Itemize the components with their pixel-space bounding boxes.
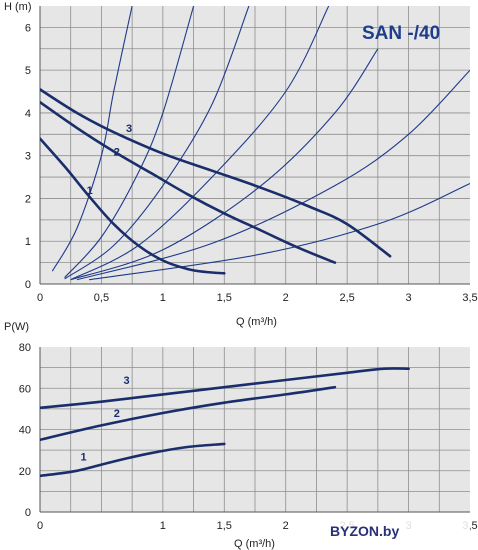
power-series-3-label: 3 (124, 375, 130, 387)
head-x-tick-label: 1,5 (217, 292, 232, 304)
power-y-axis-label: P(W) (4, 321, 29, 333)
power-series-3-line (40, 367, 410, 410)
head-system-curve (64, 6, 250, 280)
power-x-tick-label: 1,5 (217, 520, 232, 532)
head-x-tick-label: 1 (160, 292, 166, 304)
head-y-tick-label: 0 (25, 279, 31, 291)
power-y-tick-label: 60 (19, 383, 31, 395)
power-y-tick-label: 80 (19, 342, 31, 354)
power-chart: 123 011,522,533,5020406080 P(W) Q (m³/h) (4, 321, 478, 550)
watermark-background (320, 519, 470, 543)
head-series-1-line (40, 137, 226, 275)
head-y-tick-label: 6 (25, 22, 31, 34)
head-x-tick-label: 0,5 (94, 292, 109, 304)
power-series-2-label: 2 (114, 408, 120, 420)
head-y-tick-label: 4 (25, 108, 31, 120)
power-x-tick-label: 0 (37, 520, 43, 532)
head-series-2-line (40, 100, 337, 264)
watermark-text: BYZON.by (330, 523, 399, 539)
head-y-tick-label: 1 (25, 236, 31, 248)
power-y-tick-label: 0 (25, 507, 31, 519)
head-y-tick-label: 2 (25, 193, 31, 205)
power-series-1-line (40, 442, 226, 478)
head-x-tick-label: 3,5 (462, 292, 477, 304)
head-chart-grid (39, 6, 470, 285)
head-x-tick-label: 2,5 (339, 292, 354, 304)
head-series-2-label: 2 (114, 147, 120, 159)
head-system-curve (89, 182, 470, 281)
head-system-curve (70, 48, 379, 281)
head-system-curve (51, 6, 133, 272)
power-x-tick-label: 2 (283, 520, 289, 532)
head-y-tick-label: 3 (25, 151, 31, 163)
head-system-curve (64, 6, 195, 278)
head-series-3-label: 3 (126, 123, 132, 135)
power-chart-series: 1 2 3 (40, 367, 410, 478)
head-x-tick-label: 3 (406, 292, 412, 304)
power-y-tick-label: 40 (19, 425, 31, 437)
power-series-1-label: 1 (81, 451, 87, 463)
power-x-tick-label: 1 (160, 520, 166, 532)
head-series-3-line (40, 88, 392, 258)
head-series-1-label: 1 (87, 185, 93, 197)
head-system-curve (70, 6, 330, 281)
head-x-tick-label: 0 (37, 292, 43, 304)
chart-title: SAN -/40 (362, 23, 440, 44)
head-y-axis-label: H (m) (4, 1, 32, 13)
watermark: BYZON.by (320, 519, 470, 543)
head-y-tick-label: 5 (25, 65, 31, 77)
head-chart-system-curves (51, 6, 470, 281)
power-chart-grid (39, 347, 470, 513)
head-chart-series: 1 23 (40, 88, 392, 275)
power-x-axis-label: Q (m³/h) (234, 538, 275, 550)
power-y-tick-label: 20 (19, 466, 31, 478)
head-x-tick-label: 2 (283, 292, 289, 304)
power-series-2-line (40, 385, 337, 442)
head-x-axis-label: Q (m³/h) (236, 316, 277, 328)
